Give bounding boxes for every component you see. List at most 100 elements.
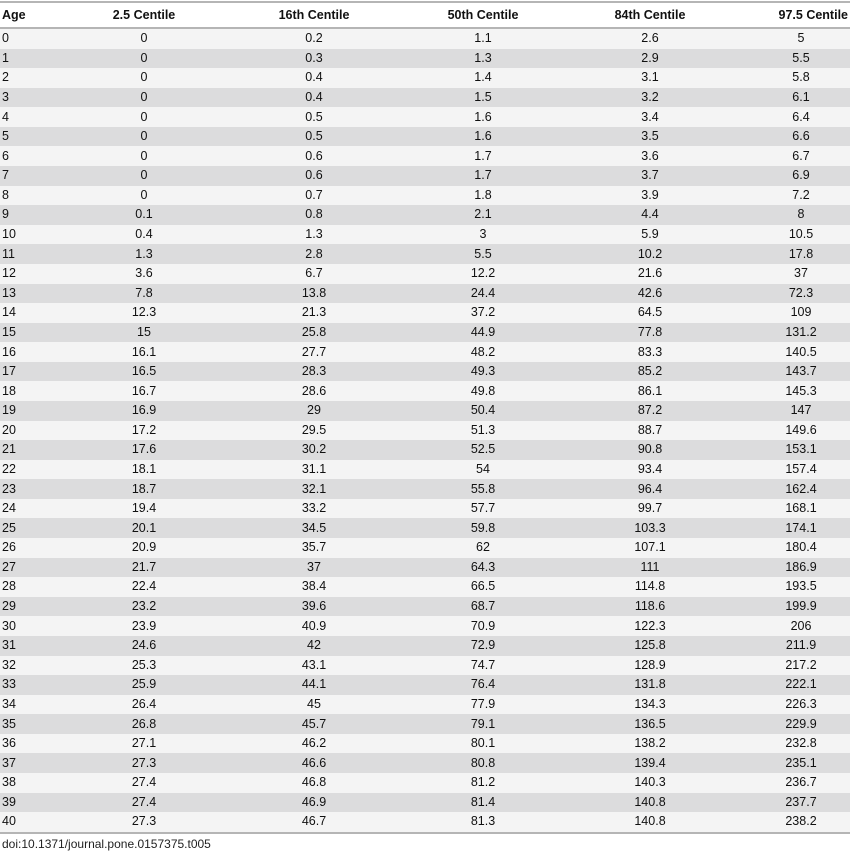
cell-84th-centile: 2.9 [566, 48, 734, 69]
cell-age: 17 [0, 361, 60, 382]
table-row: 2 0 0.4 1.4 3.1 5.8 [0, 68, 850, 88]
cell-16th-centile: 0.4 [228, 68, 400, 88]
cell-age: 12 [0, 263, 60, 284]
table-row: 16 16.1 27.7 48.2 83.3 140.5 [0, 342, 850, 362]
cell-16th-centile: 35.7 [228, 538, 400, 558]
cell-97-5-centile: 206 [734, 616, 850, 636]
table-row: 28 22.4 38.4 66.5 114.8 193.5 [0, 577, 850, 597]
cell-2-5-centile: 26.4 [60, 694, 228, 715]
table-row: 31 24.6 42 72.9 125.8 211.9 [0, 635, 850, 656]
cell-16th-centile: 21.3 [228, 303, 400, 323]
cell-84th-centile: 138.2 [566, 733, 734, 754]
cell-16th-centile: 27.7 [228, 342, 400, 362]
cell-age: 34 [0, 694, 60, 715]
cell-84th-centile: 77.8 [566, 322, 734, 343]
cell-16th-centile: 43.1 [228, 655, 400, 676]
cell-2-5-centile: 24.6 [60, 635, 228, 656]
cell-16th-centile: 40.9 [228, 616, 400, 636]
cell-84th-centile: 2.6 [566, 28, 734, 49]
cell-84th-centile: 111 [566, 557, 734, 578]
cell-age: 21 [0, 440, 60, 460]
doi-caption: doi:10.1371/journal.pone.0157375.t005 [2, 837, 211, 851]
cell-50th-centile: 77.9 [400, 694, 566, 715]
cell-16th-centile: 0.4 [228, 87, 400, 108]
cell-97-5-centile: 131.2 [734, 322, 850, 343]
cell-84th-centile: 131.8 [566, 675, 734, 695]
cell-50th-centile: 1.7 [400, 166, 566, 186]
table-row: 19 16.9 29 50.4 87.2 147 [0, 400, 850, 421]
centile-table: Age 2.5 Centile 16th Centile 50th Centil… [0, 1, 850, 834]
cell-age: 19 [0, 400, 60, 421]
table-row: 33 25.9 44.1 76.4 131.8 222.1 [0, 675, 850, 695]
cell-50th-centile: 3 [400, 224, 566, 245]
cell-97-5-centile: 149.6 [734, 420, 850, 441]
cell-84th-centile: 118.6 [566, 596, 734, 617]
cell-2-5-centile: 26.8 [60, 714, 228, 734]
cell-97-5-centile: 157.4 [734, 459, 850, 480]
cell-50th-centile: 1.8 [400, 185, 566, 206]
header-16th-centile: 16th Centile [228, 2, 400, 29]
cell-age: 27 [0, 557, 60, 578]
cell-2-5-centile: 23.2 [60, 596, 228, 617]
cell-50th-centile: 1.1 [400, 28, 566, 49]
table-row: 3 0 0.4 1.5 3.2 6.1 [0, 87, 850, 108]
table-row: 38 27.4 46.8 81.2 140.3 236.7 [0, 772, 850, 793]
cell-84th-centile: 64.5 [566, 303, 734, 323]
cell-16th-centile: 44.1 [228, 675, 400, 695]
cell-2-5-centile: 3.6 [60, 263, 228, 284]
cell-50th-centile: 68.7 [400, 596, 566, 617]
cell-50th-centile: 70.9 [400, 616, 566, 636]
cell-16th-centile: 34.5 [228, 518, 400, 539]
cell-age: 23 [0, 479, 60, 499]
cell-2-5-centile: 18.1 [60, 459, 228, 480]
table-row: 39 27.4 46.9 81.4 140.8 237.7 [0, 792, 850, 813]
cell-84th-centile: 134.3 [566, 694, 734, 715]
cell-2-5-centile: 16.1 [60, 342, 228, 362]
header-50th-centile: 50th Centile [400, 2, 566, 29]
cell-2-5-centile: 0 [60, 185, 228, 206]
cell-2-5-centile: 27.1 [60, 733, 228, 754]
cell-50th-centile: 55.8 [400, 479, 566, 499]
cell-84th-centile: 122.3 [566, 616, 734, 636]
table-row: 37 27.3 46.6 80.8 139.4 235.1 [0, 753, 850, 773]
cell-84th-centile: 3.2 [566, 87, 734, 108]
cell-50th-centile: 5.5 [400, 244, 566, 264]
table-row: 27 21.7 37 64.3 111 186.9 [0, 557, 850, 578]
table-row: 14 12.3 21.3 37.2 64.5 109 [0, 303, 850, 323]
cell-age: 28 [0, 577, 60, 597]
cell-16th-centile: 6.7 [228, 263, 400, 284]
cell-age: 35 [0, 714, 60, 734]
cell-84th-centile: 4.4 [566, 205, 734, 225]
cell-84th-centile: 10.2 [566, 244, 734, 264]
cell-97-5-centile: 37 [734, 263, 850, 284]
cell-84th-centile: 3.4 [566, 107, 734, 127]
cell-16th-centile: 28.6 [228, 381, 400, 401]
cell-2-5-centile: 0 [60, 107, 228, 127]
cell-16th-centile: 30.2 [228, 440, 400, 460]
cell-2-5-centile: 20.9 [60, 538, 228, 558]
cell-97-5-centile: 222.1 [734, 675, 850, 695]
cell-97-5-centile: 10.5 [734, 224, 850, 245]
table-row: 20 17.2 29.5 51.3 88.7 149.6 [0, 420, 850, 441]
cell-97-5-centile: 143.7 [734, 361, 850, 382]
cell-84th-centile: 140.8 [566, 812, 734, 833]
cell-84th-centile: 85.2 [566, 361, 734, 382]
cell-2-5-centile: 0 [60, 146, 228, 167]
cell-2-5-centile: 0.1 [60, 205, 228, 225]
cell-84th-centile: 5.9 [566, 224, 734, 245]
cell-50th-centile: 54 [400, 459, 566, 480]
cell-age: 39 [0, 792, 60, 813]
cell-84th-centile: 140.8 [566, 792, 734, 813]
cell-97-5-centile: 211.9 [734, 635, 850, 656]
cell-age: 37 [0, 753, 60, 773]
cell-age: 40 [0, 812, 60, 833]
cell-50th-centile: 81.3 [400, 812, 566, 833]
cell-16th-centile: 0.3 [228, 48, 400, 69]
cell-16th-centile: 29 [228, 400, 400, 421]
cell-2-5-centile: 16.9 [60, 400, 228, 421]
table-row: 12 3.6 6.7 12.2 21.6 37 [0, 263, 850, 284]
cell-2-5-centile: 16.7 [60, 381, 228, 401]
cell-97-5-centile: 140.5 [734, 342, 850, 362]
cell-age: 31 [0, 635, 60, 656]
cell-84th-centile: 3.1 [566, 68, 734, 88]
